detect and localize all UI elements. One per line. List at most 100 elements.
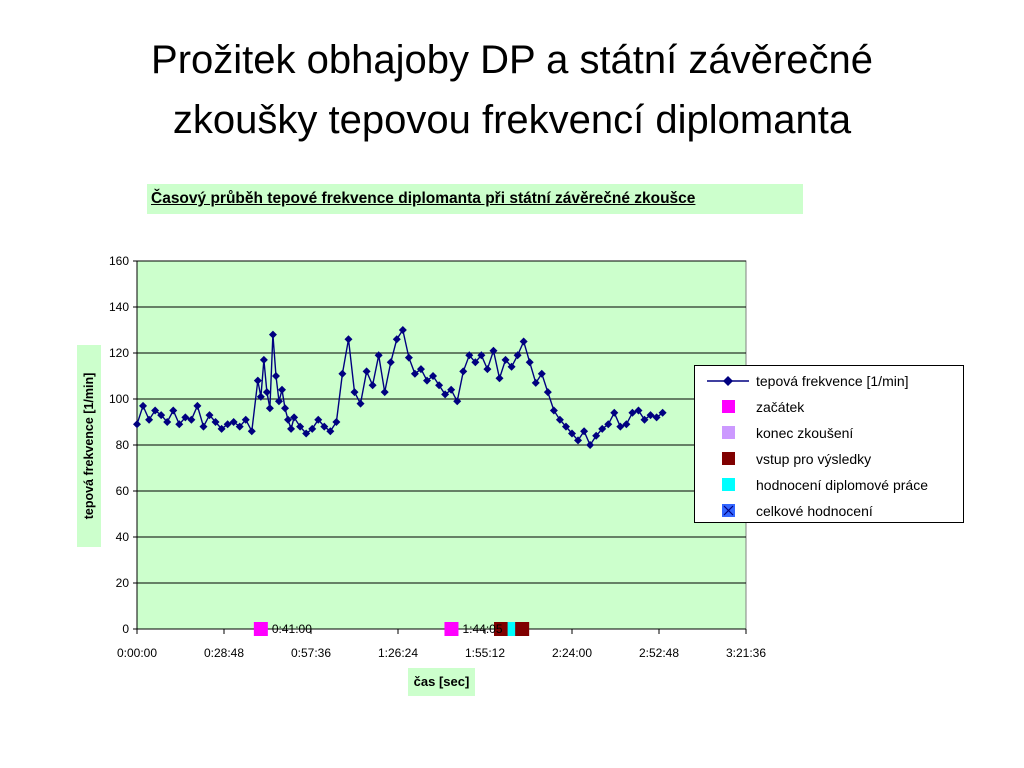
x-tick-label: 2:52:48 xyxy=(639,646,679,660)
slide-title: Prožitek obhajoby DP a státní závěrečné … xyxy=(0,30,1024,150)
heart-rate-point xyxy=(519,337,528,346)
heart-rate-point xyxy=(398,326,407,334)
marker-celkove xyxy=(515,622,530,636)
legend-label-heart-rate: tepová frekvence [1/min] xyxy=(756,373,909,389)
heart-rate-point xyxy=(287,424,296,433)
heart-rate-point xyxy=(205,411,214,420)
heart-rate-point xyxy=(380,388,389,397)
heart-rate-point xyxy=(133,420,141,429)
heart-rate-point xyxy=(229,418,238,426)
heart-rate-point xyxy=(211,418,220,426)
x-tick-label: 0:57:36 xyxy=(291,646,331,660)
heart-rate-point xyxy=(392,335,401,344)
chart-legend: tepová frekvence [1/min] začátek konec z… xyxy=(694,365,964,523)
legend-label-vstup: vstup pro výsledky xyxy=(756,451,872,467)
heart-rate-point xyxy=(268,330,277,339)
y-tick-label: 60 xyxy=(116,484,130,498)
legend-item-konec-zkouseni: konec zkoušení xyxy=(695,422,963,444)
legend-label-hodnoceni-dp: hodnocení diplomové práce xyxy=(756,477,929,493)
x-axis-label-box: čas [sec] xyxy=(408,668,475,696)
y-tick-label: 140 xyxy=(109,300,129,314)
heart-rate-point xyxy=(501,355,510,364)
heart-rate-point xyxy=(308,424,317,433)
y-axis-label-box xyxy=(77,345,101,547)
heart-rate-point xyxy=(278,385,286,394)
heart-rate-point xyxy=(145,415,154,424)
heart-rate-point xyxy=(187,415,196,424)
heart-rate-point xyxy=(356,399,365,408)
chart-title: Časový průběh tepové frekvence diplomant… xyxy=(151,190,696,207)
heart-rate-point xyxy=(163,418,172,426)
heart-rate-point xyxy=(543,388,552,397)
y-tick-label: 0 xyxy=(122,622,129,636)
heart-rate-point xyxy=(404,353,413,362)
heart-rate-point xyxy=(368,381,377,390)
marker-konec-zkouseni xyxy=(444,622,459,636)
heart-rate-point xyxy=(429,372,438,380)
heart-rate-point xyxy=(441,390,450,399)
x-tick-label: 0:00:00 xyxy=(117,646,157,660)
heart-rate-point xyxy=(489,346,498,355)
heart-rate-point xyxy=(265,404,274,413)
heart-rate-point xyxy=(302,429,311,438)
legend-item-zacatek: začátek xyxy=(695,396,963,418)
heart-rate-point xyxy=(151,406,160,415)
heart-rate-point xyxy=(658,408,667,417)
heart-rate-point xyxy=(410,369,419,378)
legend-label-konec-zkouseni: konec zkoušení xyxy=(756,425,854,441)
heart-rate-point xyxy=(362,367,371,376)
y-tick-label: 20 xyxy=(116,576,130,590)
slide-title-line-2: zkoušky tepovou frekvencí diplomanta xyxy=(172,98,852,142)
x-tick-label: 1:55:12 xyxy=(465,646,505,660)
heart-rate-point xyxy=(435,381,444,390)
x-tick-label: 0:28:48 xyxy=(204,646,244,660)
heart-rate-point xyxy=(344,335,353,344)
heart-rate-point xyxy=(350,388,359,397)
heart-rate-point xyxy=(374,351,383,360)
heart-rate-point xyxy=(274,397,283,406)
y-tick-label: 120 xyxy=(109,346,129,360)
heart-rate-point xyxy=(447,385,456,394)
heart-rate-point xyxy=(525,358,534,367)
heart-rate-point xyxy=(604,420,613,429)
heart-rate-point xyxy=(640,415,649,424)
heart-rate-point xyxy=(296,422,305,431)
heart-rate-point xyxy=(471,358,480,367)
heart-rate-point xyxy=(290,413,299,422)
heart-rate-point xyxy=(223,420,232,429)
heart-rate-point xyxy=(598,424,607,433)
heart-rate-point xyxy=(465,351,474,360)
heart-rate-point xyxy=(495,374,504,383)
heart-rate-point xyxy=(332,418,341,426)
slide-title-line-1: Prožitek obhajoby DP a státní závěrečné xyxy=(151,38,873,82)
heart-rate-point xyxy=(193,401,202,410)
heart-rate-point xyxy=(592,431,601,440)
heart-rate-point xyxy=(507,362,516,371)
heart-rate-point xyxy=(259,355,268,364)
heart-rate-point xyxy=(634,406,643,415)
heart-rate-point xyxy=(199,422,208,431)
x-tick-label: 3:21:36 xyxy=(726,646,766,660)
legend-item-vstup: vstup pro výsledky xyxy=(695,448,963,470)
heart-rate-point xyxy=(169,406,178,415)
marker-zacatek xyxy=(253,622,268,636)
heart-rate-point xyxy=(568,429,576,438)
heart-rate-point xyxy=(646,411,655,420)
heart-rate-point xyxy=(513,351,522,360)
legend-line-diamond-icon xyxy=(707,376,749,386)
heart-rate-point xyxy=(622,420,631,429)
heart-rate-point xyxy=(423,376,431,385)
x-tick-label: 1:26:24 xyxy=(378,646,418,660)
heart-rate-point xyxy=(256,392,265,401)
legend-square-icon xyxy=(722,478,735,491)
heart-rate-point xyxy=(175,420,184,429)
heart-rate-point xyxy=(235,422,244,431)
heart-rate-point xyxy=(580,427,589,436)
legend-x-icon xyxy=(722,504,735,517)
heart-rate-point xyxy=(314,415,323,424)
heart-rate-point xyxy=(386,358,395,367)
heart-rate-point xyxy=(217,424,226,433)
chart-title-box: Časový průběh tepové frekvence diplomant… xyxy=(147,184,803,214)
heart-rate-point xyxy=(477,351,486,360)
